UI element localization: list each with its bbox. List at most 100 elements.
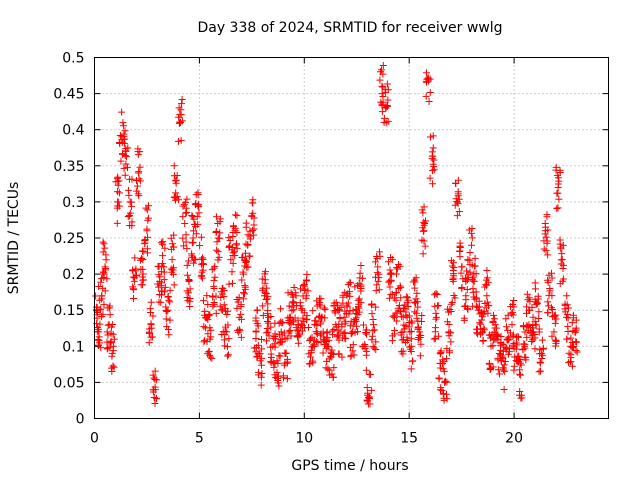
data-point — [218, 285, 226, 293]
data-point — [205, 348, 213, 356]
data-point — [460, 316, 468, 324]
y-axis-label: SRMTID / TECUs — [6, 182, 22, 295]
data-point — [294, 332, 302, 340]
data-point — [430, 156, 438, 164]
data-point — [430, 335, 438, 343]
data-point — [229, 222, 237, 230]
data-point — [573, 348, 581, 356]
data-point — [453, 212, 461, 220]
data-point — [545, 271, 553, 279]
data-point — [343, 303, 351, 311]
data-point — [112, 178, 120, 186]
data-point — [449, 274, 457, 282]
data-point — [538, 354, 546, 362]
data-point — [471, 262, 479, 270]
data-point — [529, 313, 537, 321]
data-point — [336, 315, 344, 323]
data-point — [208, 354, 216, 362]
data-point — [330, 299, 338, 307]
data-point — [274, 379, 282, 387]
data-point — [304, 287, 312, 295]
data-point — [352, 316, 360, 324]
data-point — [506, 329, 514, 337]
data-point — [407, 317, 415, 325]
data-point — [95, 333, 103, 341]
data-point — [383, 80, 391, 88]
data-point — [320, 304, 328, 312]
data-point — [213, 238, 221, 246]
data-point — [370, 344, 378, 352]
data-point — [450, 292, 458, 300]
data-point — [555, 195, 563, 203]
data-point — [426, 133, 434, 141]
data-point — [324, 365, 332, 373]
data-point — [229, 259, 237, 267]
data-point — [553, 171, 561, 179]
data-point — [372, 287, 380, 295]
data-point — [304, 323, 312, 331]
data-point — [292, 292, 300, 300]
data-point — [258, 370, 266, 377]
data-point — [407, 335, 415, 343]
data-point — [416, 352, 424, 360]
data-point — [510, 345, 518, 353]
data-point — [421, 219, 429, 227]
data-point — [360, 321, 368, 329]
data-point — [328, 327, 336, 335]
data-point — [532, 321, 540, 329]
data-point — [229, 229, 237, 237]
data-point — [173, 193, 181, 201]
data-point — [170, 243, 178, 251]
data-point — [501, 367, 509, 375]
data-point — [254, 322, 262, 330]
data-point — [344, 290, 352, 298]
data-point — [357, 283, 365, 291]
data-point — [517, 391, 525, 399]
data-point — [241, 283, 249, 291]
data-point — [99, 310, 107, 318]
data-point — [212, 213, 220, 221]
data-point — [213, 246, 221, 254]
data-point — [447, 308, 455, 316]
data-point — [397, 294, 405, 302]
data-point — [220, 336, 228, 344]
data-point — [528, 303, 536, 311]
data-point — [259, 302, 267, 310]
data-point — [243, 263, 251, 271]
data-point — [185, 277, 193, 285]
data-point — [283, 375, 291, 383]
data-point — [533, 300, 541, 308]
data-point — [379, 98, 387, 106]
data-point — [416, 333, 424, 341]
data-point — [179, 234, 187, 242]
data-point — [297, 324, 305, 332]
data-point — [456, 253, 464, 261]
data-point — [206, 353, 214, 361]
data-point — [494, 356, 502, 364]
data-point — [246, 227, 254, 235]
data-point — [392, 289, 400, 297]
data-point — [250, 231, 258, 239]
data-point — [180, 242, 188, 250]
data-point — [147, 320, 155, 328]
data-point — [369, 315, 377, 323]
data-point — [124, 213, 132, 221]
data-point — [250, 221, 258, 229]
data-point — [120, 135, 128, 143]
data-point — [468, 241, 476, 249]
data-point — [314, 339, 322, 347]
y-tick-label: 0.1 — [62, 339, 84, 355]
data-point — [264, 300, 272, 308]
data-point — [193, 212, 201, 220]
x-tick-label: 0 — [90, 431, 99, 447]
data-point — [125, 191, 133, 199]
data-point — [189, 253, 197, 261]
data-point — [287, 332, 295, 340]
data-point — [330, 364, 338, 372]
data-point — [468, 225, 476, 233]
data-point — [307, 349, 315, 357]
data-point — [535, 325, 543, 333]
data-point — [130, 295, 138, 303]
data-point — [105, 343, 113, 351]
data-point — [372, 338, 380, 346]
